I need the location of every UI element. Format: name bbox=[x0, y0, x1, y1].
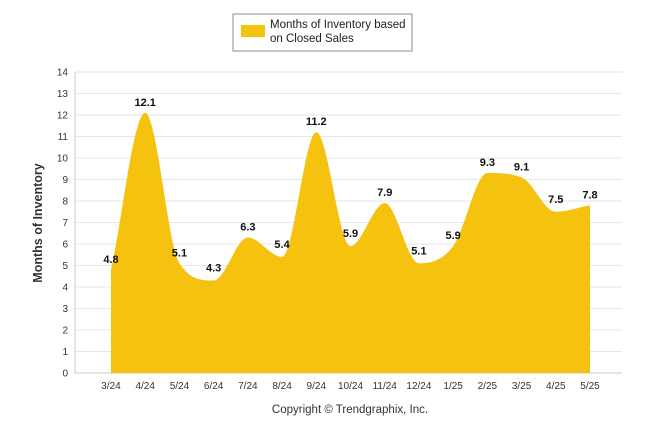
x-tick-label: 2/25 bbox=[478, 381, 498, 392]
x-tick-label: 5/25 bbox=[580, 381, 600, 392]
y-tick-label: 10 bbox=[57, 154, 69, 165]
y-tick-label: 9 bbox=[62, 175, 68, 186]
data-label: 5.1 bbox=[411, 245, 426, 257]
x-tick-label: 4/25 bbox=[546, 381, 566, 392]
legend: Months of Inventory based on Closed Sale… bbox=[232, 13, 413, 52]
y-tick-label: 7 bbox=[62, 218, 68, 229]
data-label: 9.3 bbox=[480, 157, 495, 169]
x-tick-label: 3/24 bbox=[101, 381, 121, 392]
x-tick-label: 6/24 bbox=[204, 381, 224, 392]
data-label: 4.3 bbox=[206, 263, 221, 275]
data-label: 6.3 bbox=[240, 222, 255, 234]
x-tick-label: 1/25 bbox=[443, 381, 463, 392]
x-tick-label: 9/24 bbox=[307, 381, 327, 392]
plot-area bbox=[111, 112, 590, 373]
data-label: 5.4 bbox=[274, 239, 290, 251]
x-tick-label: 8/24 bbox=[272, 381, 292, 392]
copyright-footer: Copyright © Trendgraphix, Inc. bbox=[272, 404, 428, 416]
x-tick-label: 4/24 bbox=[135, 381, 155, 392]
y-tick-label: 12 bbox=[57, 111, 69, 122]
x-axis-ticks: 3/24 4/24 5/24 6/24 7/24 8/24 9/24 10/24 11/24 12… bbox=[101, 381, 600, 392]
legend-swatch bbox=[241, 25, 265, 37]
y-tick-label: 3 bbox=[62, 304, 68, 315]
data-label: 5.1 bbox=[172, 247, 187, 259]
data-label: 7.8 bbox=[582, 189, 597, 201]
data-label: 11.2 bbox=[306, 116, 327, 128]
x-tick-label: 10/24 bbox=[338, 381, 363, 392]
data-label: 9.1 bbox=[514, 161, 529, 173]
y-tick-label: 0 bbox=[62, 369, 68, 380]
series-area bbox=[111, 112, 590, 373]
data-label: 5.9 bbox=[445, 230, 460, 242]
data-label: 7.9 bbox=[377, 187, 392, 199]
y-tick-label: 2 bbox=[62, 326, 68, 337]
legend-line-1: Months of Inventory based bbox=[270, 19, 406, 31]
x-tick-label: 3/25 bbox=[512, 381, 532, 392]
x-tick-label: 12/24 bbox=[406, 381, 431, 392]
data-label: 5.9 bbox=[343, 228, 358, 240]
y-tick-label: 14 bbox=[57, 68, 69, 79]
data-label: 12.1 bbox=[135, 97, 156, 109]
x-tick-label: 7/24 bbox=[238, 381, 258, 392]
data-label: 7.5 bbox=[548, 194, 563, 206]
legend-line-2: on Closed Sales bbox=[270, 33, 354, 45]
y-tick-label: 8 bbox=[62, 197, 68, 208]
y-tick-label: 1 bbox=[62, 347, 68, 358]
y-tick-label: 13 bbox=[57, 89, 69, 100]
data-labels: 4.8 12.1 5.1 4.3 6.3 5.4 11.2 5.9 7.9 5.1 5.9 9.3 9.… bbox=[103, 97, 597, 275]
x-tick-label: 11/24 bbox=[373, 381, 398, 392]
y-tick-label: 4 bbox=[62, 283, 68, 294]
x-tick-label: 5/24 bbox=[170, 381, 190, 392]
y-tick-label: 11 bbox=[58, 132, 69, 143]
y-tick-label: 5 bbox=[62, 261, 68, 272]
y-axis-title: Months of Inventory bbox=[31, 163, 45, 282]
y-tick-label: 6 bbox=[62, 240, 68, 251]
data-label: 4.8 bbox=[103, 254, 118, 266]
